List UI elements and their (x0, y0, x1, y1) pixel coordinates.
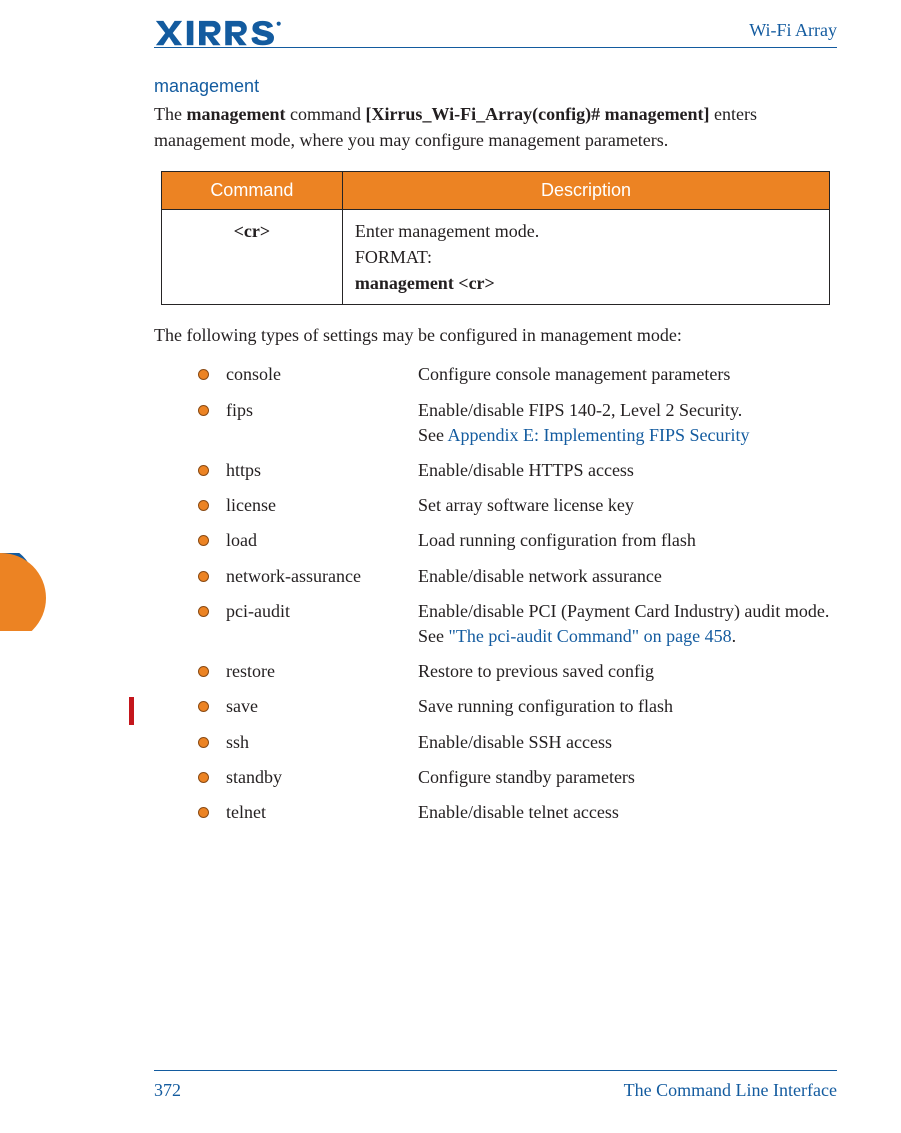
setting-description: Enable/disable FIPS 140-2, Level 2 Secur… (418, 398, 837, 448)
bullet-dot-icon (198, 606, 209, 617)
setting-description: Configure standby parameters (418, 765, 837, 790)
bullet-icon (198, 730, 226, 755)
table-header-command: Command (161, 172, 342, 210)
bullet-icon (198, 659, 226, 684)
command-table: Command Description <cr> Enter managemen… (161, 171, 830, 305)
setting-name: standby (226, 765, 418, 790)
bullet-icon (198, 765, 226, 790)
footer-rule (154, 1070, 837, 1071)
page-number: 372 (154, 1080, 181, 1101)
setting-description: Enable/disable PCI (Payment Card Industr… (418, 599, 837, 649)
side-tab-orange (0, 553, 46, 631)
footer-section-name: The Command Line Interface (624, 1080, 837, 1101)
bullet-dot-icon (198, 405, 209, 416)
intro-text: The (154, 104, 186, 124)
page-header: Wi-Fi Array (154, 0, 837, 58)
setting-description: Save running configuration to flash (418, 694, 837, 719)
setting-name: console (226, 362, 418, 387)
setting-row: licenseSet array software license key (198, 493, 837, 518)
setting-name: license (226, 493, 418, 518)
setting-name: save (226, 694, 418, 719)
table-header-description: Description (342, 172, 829, 210)
see-suffix: . (732, 626, 737, 646)
desc-line: FORMAT: (355, 247, 432, 267)
setting-row: pci-auditEnable/disable PCI (Payment Car… (198, 599, 837, 649)
product-name: Wi-Fi Array (749, 20, 837, 41)
bullet-dot-icon (198, 465, 209, 476)
desc-format: management <cr> (355, 273, 495, 293)
bullet-icon (198, 564, 226, 589)
table-header-row: Command Description (161, 172, 829, 210)
setting-name: pci-audit (226, 599, 418, 624)
setting-row: loadLoad running configuration from flas… (198, 528, 837, 553)
setting-row: restoreRestore to previous saved config (198, 659, 837, 684)
intro-text: command (285, 104, 365, 124)
setting-name: fips (226, 398, 418, 423)
setting-name: load (226, 528, 418, 553)
bullet-dot-icon (198, 535, 209, 546)
setting-row: saveSave running configuration to flash (198, 694, 837, 719)
intro-command-syntax: [Xirrus_Wi-Fi_Array(config)# management] (365, 104, 709, 124)
bullet-icon (198, 458, 226, 483)
setting-description: Enable/disable SSH access (418, 730, 837, 755)
setting-name: telnet (226, 800, 418, 825)
bullet-icon (198, 599, 226, 624)
table-row: <cr> Enter management mode. FORMAT: mana… (161, 210, 829, 305)
bullet-dot-icon (198, 807, 209, 818)
following-text: The following types of settings may be c… (154, 325, 837, 346)
page-content: management The management command [Xirru… (154, 76, 837, 825)
brand-logo (154, 17, 304, 54)
settings-list: consoleConfigure console management para… (198, 362, 837, 825)
setting-description: Enable/disable telnet access (418, 800, 837, 825)
bullet-icon (198, 398, 226, 423)
table-cell-description: Enter management mode. FORMAT: managemen… (342, 210, 829, 305)
setting-description: Restore to previous saved config (418, 659, 837, 684)
setting-row: consoleConfigure console management para… (198, 362, 837, 387)
bullet-dot-icon (198, 369, 209, 380)
bullet-icon (198, 694, 226, 719)
setting-row: network-assuranceEnable/disable network … (198, 564, 837, 589)
setting-row: fipsEnable/disable FIPS 140-2, Level 2 S… (198, 398, 837, 448)
see-prefix: See (418, 425, 448, 445)
setting-name: ssh (226, 730, 418, 755)
cross-reference-link[interactable]: "The pci-audit Command" on page 458 (449, 626, 732, 646)
setting-description: Load running configuration from flash (418, 528, 837, 553)
bullet-dot-icon (198, 737, 209, 748)
cross-reference-link[interactable]: Appendix E: Implementing FIPS Security (448, 425, 750, 445)
setting-description: Enable/disable HTTPS access (418, 458, 837, 483)
intro-paragraph: The management command [Xirrus_Wi-Fi_Arr… (154, 101, 837, 153)
setting-description: Enable/disable network assurance (418, 564, 837, 589)
setting-row: telnetEnable/disable telnet access (198, 800, 837, 825)
bullet-icon (198, 493, 226, 518)
setting-row: httpsEnable/disable HTTPS access (198, 458, 837, 483)
page: Wi-Fi Array management The management co… (0, 0, 901, 1133)
see-prefix: See (418, 626, 449, 646)
setting-description: Configure console management parameters (418, 362, 837, 387)
side-tab-decoration (0, 553, 46, 631)
section-title: management (154, 76, 837, 97)
desc-line: Enter management mode. (355, 221, 539, 241)
bullet-dot-icon (198, 666, 209, 677)
setting-name: network-assurance (226, 564, 418, 589)
bullet-icon (198, 800, 226, 825)
setting-description: Set array software license key (418, 493, 837, 518)
table-cell-command: <cr> (161, 210, 342, 305)
setting-name: restore (226, 659, 418, 684)
setting-row: standbyConfigure standby parameters (198, 765, 837, 790)
bullet-dot-icon (198, 772, 209, 783)
header-rule (154, 47, 837, 48)
bullet-icon (198, 362, 226, 387)
intro-command-name: management (186, 104, 285, 124)
bullet-icon (198, 528, 226, 553)
setting-name: https (226, 458, 418, 483)
bullet-dot-icon (198, 500, 209, 511)
setting-row: sshEnable/disable SSH access (198, 730, 837, 755)
revision-bar (129, 697, 134, 725)
page-footer: 372 The Command Line Interface (154, 1080, 837, 1101)
bullet-dot-icon (198, 571, 209, 582)
bullet-dot-icon (198, 701, 209, 712)
